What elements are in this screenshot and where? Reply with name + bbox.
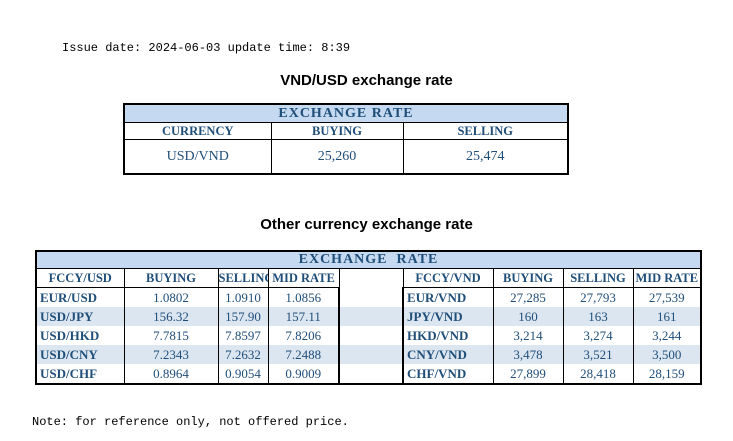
selling-rate: 3,521 [562, 345, 634, 364]
spacer-cell [338, 326, 404, 345]
currency-pair: USD/JPY [35, 307, 125, 326]
currency-pair: JPY/VND [402, 307, 494, 326]
column-header-currency: CURRENCY [123, 122, 272, 140]
spacer-cell [338, 345, 404, 364]
currency-pair: EUR/VND [402, 287, 494, 307]
buying-rate: 3,214 [492, 326, 564, 345]
mid-rate: 1.0856 [267, 287, 340, 307]
buying-rate: 27,285 [492, 287, 564, 307]
mid-rate: 27,539 [632, 287, 702, 307]
currency-pair: USD/CNY [35, 345, 125, 364]
buying-rate: 160 [492, 307, 564, 326]
currency-pair: USD/VND [123, 139, 272, 175]
table-row: USD/VND 25,260 25,474 [123, 139, 569, 175]
issue-date-line: Issue date: 2024-06-03 update time: 8:39 [62, 41, 351, 55]
buying-rate: 25,260 [270, 139, 404, 175]
buying-rate: 0.8964 [123, 364, 219, 384]
selling-rate: 7.8597 [217, 326, 269, 345]
currency-pair: EUR/USD [35, 287, 125, 307]
spacer-cell [338, 287, 404, 307]
usd-table-band-row: EXCHANGE RATE [123, 103, 569, 123]
mid-rate: 161 [632, 307, 702, 326]
usd-table-header-row: CURRENCY BUYING SELLING [123, 122, 569, 140]
buying-rate: 1.0802 [123, 287, 219, 307]
buying-rate: 156.32 [123, 307, 219, 326]
mid-rate: 0.9009 [267, 364, 340, 384]
other-table-title: Other currency exchange rate [260, 216, 473, 233]
currency-pair: HKD/VND [402, 326, 494, 345]
selling-rate: 0.9054 [217, 364, 269, 384]
selling-rate: 27,793 [562, 287, 634, 307]
other-table-band-row: EXCHANGE RATE [35, 250, 702, 269]
selling-rate: 7.2632 [217, 345, 269, 364]
currency-pair: CNY/VND [402, 345, 494, 364]
buying-rate: 7.2343 [123, 345, 219, 364]
note-line: Note: for reference only, not offered pr… [32, 415, 349, 429]
table-row: USD/CNY 7.2343 7.2632 7.2488 CNY/VND 3,4… [35, 345, 702, 364]
buying-rate: 27,899 [492, 364, 564, 384]
column-header-fccy-usd: FCCY/USD [35, 268, 125, 288]
column-header-fccy-vnd: FCCY/VND [402, 268, 494, 288]
currency-pair: CHF/VND [402, 364, 494, 384]
mid-rate: 3,500 [632, 345, 702, 364]
spacer-cell [338, 364, 404, 384]
other-currency-rate-table: EXCHANGE RATE FCCY/USD BUYING SELLING MI… [35, 250, 703, 385]
buying-rate: 7.7815 [123, 326, 219, 345]
selling-rate: 157.90 [217, 307, 269, 326]
spacer-cell [338, 307, 404, 326]
mid-rate: 157.11 [267, 307, 340, 326]
other-table-header-row: FCCY/USD BUYING SELLING MID RATE FCCY/VN… [35, 268, 702, 288]
selling-rate: 28,418 [562, 364, 634, 384]
selling-rate: 1.0910 [217, 287, 269, 307]
other-table-band: EXCHANGE RATE [35, 250, 702, 269]
currency-pair: USD/HKD [35, 326, 125, 345]
selling-rate: 25,474 [402, 139, 569, 175]
selling-rate: 3,274 [562, 326, 634, 345]
usd-table-title: VND/USD exchange rate [280, 72, 453, 89]
column-header-buying: BUYING [492, 268, 564, 288]
column-header-selling: SELLING [562, 268, 634, 288]
mid-rate: 7.2488 [267, 345, 340, 364]
table-row: USD/CHF 0.8964 0.9054 0.9009 CHF/VND 27,… [35, 364, 702, 384]
table-row: USD/HKD 7.7815 7.8597 7.8206 HKD/VND 3,2… [35, 326, 702, 345]
mid-rate: 7.8206 [267, 326, 340, 345]
currency-pair: USD/CHF [35, 364, 125, 384]
selling-rate: 163 [562, 307, 634, 326]
buying-rate: 3,478 [492, 345, 564, 364]
column-header-mid-rate: MID RATE [632, 268, 702, 288]
spacer-column-header [338, 268, 404, 288]
mid-rate: 28,159 [632, 364, 702, 384]
usd-vnd-rate-table: EXCHANGE RATE CURRENCY BUYING SELLING US… [123, 103, 570, 175]
column-header-selling: SELLING [217, 268, 269, 288]
column-header-selling: SELLING [402, 122, 569, 140]
table-row: EUR/USD 1.0802 1.0910 1.0856 EUR/VND 27,… [35, 287, 702, 307]
column-header-buying: BUYING [123, 268, 219, 288]
column-header-mid-rate: MID RATE [267, 268, 340, 288]
table-row: USD/JPY 156.32 157.90 157.11 JPY/VND 160… [35, 307, 702, 326]
mid-rate: 3,244 [632, 326, 702, 345]
column-header-buying: BUYING [270, 122, 404, 140]
usd-table-band: EXCHANGE RATE [123, 103, 569, 123]
